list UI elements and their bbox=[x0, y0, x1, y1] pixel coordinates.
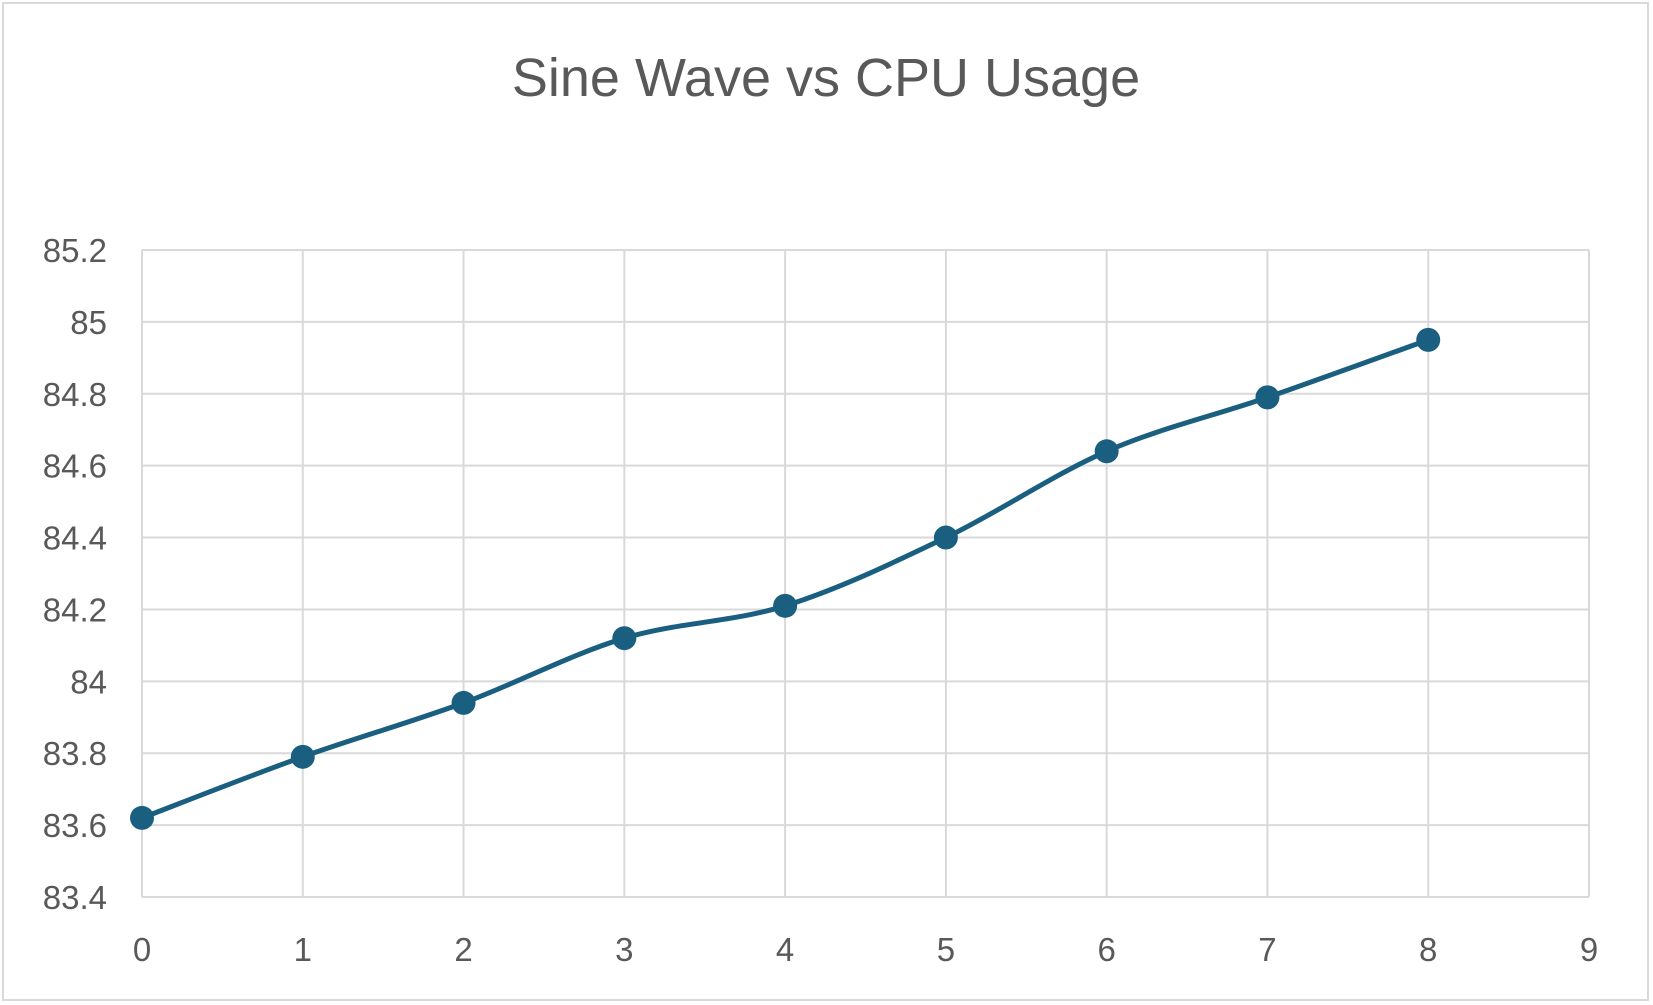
data-point bbox=[1094, 439, 1119, 464]
x-tick-label: 2 bbox=[454, 931, 472, 968]
x-tick-label: 0 bbox=[133, 931, 151, 968]
chart-title: Sine Wave vs CPU Usage bbox=[512, 48, 1140, 108]
y-tick-label: 84.4 bbox=[43, 520, 107, 557]
plot-series bbox=[130, 327, 1441, 830]
x-axis-tick-labels: 0 1 2 3 4 5 6 7 8 9 bbox=[133, 931, 1598, 968]
x-tick-label: 6 bbox=[1097, 931, 1115, 968]
data-point bbox=[451, 690, 476, 715]
y-tick-label: 85 bbox=[70, 304, 107, 341]
data-point bbox=[773, 593, 798, 618]
gridlines bbox=[141, 249, 1590, 898]
x-tick-label: 4 bbox=[776, 931, 794, 968]
y-tick-label: 84 bbox=[70, 663, 107, 700]
x-tick-label: 9 bbox=[1580, 931, 1598, 968]
y-tick-label: 84.8 bbox=[43, 376, 107, 413]
data-point bbox=[933, 525, 958, 550]
data-point bbox=[1255, 385, 1280, 410]
x-tick-label: 5 bbox=[937, 931, 955, 968]
y-axis-tick-labels: 83.4 83.6 83.8 84 84.2 84.4 84.6 84.8 85 85.2 bbox=[43, 232, 107, 916]
data-point bbox=[612, 626, 637, 651]
y-tick-label: 83.6 bbox=[43, 807, 107, 844]
y-tick-label: 83.8 bbox=[43, 735, 107, 772]
data-point bbox=[1416, 327, 1441, 352]
data-point bbox=[130, 805, 154, 830]
y-tick-label: 84.6 bbox=[43, 448, 107, 485]
y-tick-label: 84.2 bbox=[43, 591, 107, 628]
x-tick-label: 8 bbox=[1419, 931, 1437, 968]
y-tick-label: 85.2 bbox=[43, 232, 107, 269]
x-tick-label: 3 bbox=[615, 931, 633, 968]
y-tick-label: 83.4 bbox=[43, 879, 107, 916]
data-point bbox=[290, 744, 315, 769]
x-tick-label: 1 bbox=[294, 931, 312, 968]
x-tick-label: 7 bbox=[1258, 931, 1276, 968]
